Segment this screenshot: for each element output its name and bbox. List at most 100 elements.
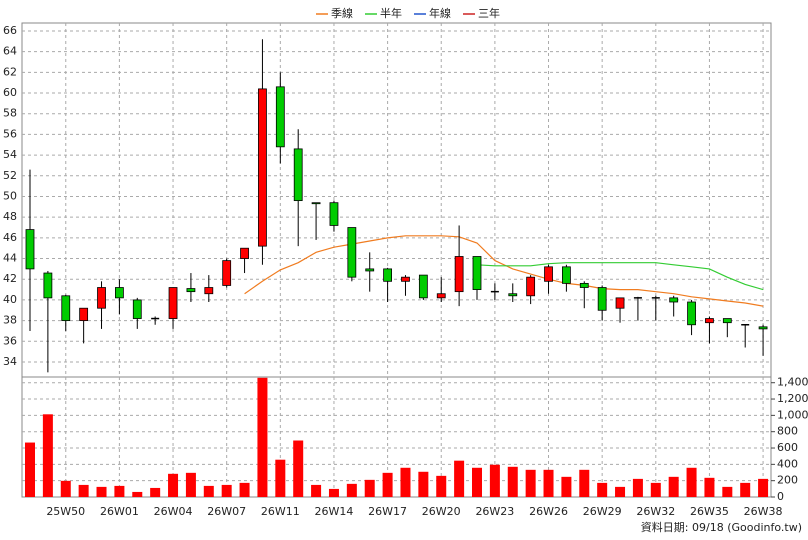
y-tick-label: 800 (777, 425, 798, 438)
x-tick-label: 26W04 (154, 505, 193, 518)
x-tick-label: 26W14 (315, 505, 354, 518)
y-tick-label: 1,400 (777, 376, 808, 389)
candle-body (293, 148, 303, 202)
volume-bar (704, 477, 715, 497)
legend-label: 三年 (478, 6, 500, 20)
candle-body (615, 297, 625, 309)
x-tick-label: 26W38 (744, 505, 783, 518)
volume-bar (239, 482, 250, 497)
y-tick-label: 50 (3, 189, 17, 202)
volume-bar (96, 486, 107, 497)
candle-body (472, 256, 482, 290)
x-tick-label: 25W50 (46, 505, 85, 518)
y-tick-label: 60 (3, 86, 17, 99)
candle-body (79, 307, 89, 322)
candle-body (401, 276, 410, 282)
candle-body (383, 268, 393, 282)
candle-body (669, 297, 679, 303)
volume-bar (418, 471, 429, 497)
volume-bar (561, 476, 572, 497)
volume-bar (42, 414, 53, 497)
y-tick-label: 34 (3, 355, 17, 368)
volume-bar (668, 476, 679, 497)
y-tick-label: 600 (777, 441, 798, 454)
candle-body (687, 301, 696, 326)
candle-body (186, 288, 196, 293)
volume-bar (489, 464, 500, 497)
y-tick-label: 1,000 (777, 408, 808, 421)
candle-body (365, 268, 375, 272)
candle-body (311, 202, 321, 205)
volume-bar (311, 484, 322, 497)
volume-bar (758, 478, 769, 497)
candle-body (115, 287, 124, 299)
candle-body (579, 282, 589, 288)
legend-label: 半年 (380, 6, 402, 20)
y-tick-label: 52 (3, 169, 17, 182)
volume-bar (328, 488, 339, 497)
y-tick-label: 44 (3, 252, 17, 265)
volume-bar (579, 469, 590, 497)
volume-bar (114, 485, 125, 497)
volume-bar (185, 472, 196, 497)
y-tick-label: 62 (3, 65, 17, 78)
volume-bar (597, 482, 608, 497)
candle-body (97, 287, 106, 309)
x-tick-label: 26W29 (583, 505, 622, 518)
volume-frame (21, 376, 772, 498)
y-tick-label: 46 (3, 231, 17, 244)
candle-body (347, 227, 357, 278)
volume-bar (78, 484, 89, 497)
candle-body (526, 276, 536, 297)
volume-bar (686, 467, 697, 497)
candle-body (222, 260, 232, 286)
volume-bar (650, 482, 661, 497)
x-tick-label: 26W20 (422, 505, 461, 518)
y-tick-label: 36 (3, 334, 17, 347)
volume-bar (400, 467, 411, 497)
volume-bar (382, 472, 393, 497)
volume-bar (275, 459, 286, 497)
volume-bar (436, 475, 447, 497)
volume-bar (525, 469, 536, 497)
x-tick-label: 26W07 (207, 505, 246, 518)
y-tick-label: 64 (3, 45, 17, 58)
candle-body (204, 287, 214, 295)
candle-body (240, 247, 249, 259)
y-tick-label: 400 (777, 457, 798, 470)
y-tick-label: 0 (777, 490, 784, 503)
y-tick-label: 56 (3, 127, 17, 140)
volume-bar (60, 480, 71, 497)
candle-body (61, 295, 71, 322)
y-tick-label: 200 (777, 474, 798, 487)
volume-bar (454, 460, 465, 497)
candle-body (43, 272, 53, 299)
candle-body (454, 256, 464, 293)
legend-label: 年線 (429, 6, 451, 20)
ma-line (476, 262, 764, 291)
volume-bar (150, 487, 161, 497)
volume-bar (632, 478, 643, 497)
candle-body (275, 86, 285, 148)
x-tick-label: 26W35 (690, 505, 729, 518)
candle-body (258, 88, 267, 247)
y-tick-label: 58 (3, 107, 17, 120)
x-tick-label: 26W11 (261, 505, 300, 518)
y-tick-label: 40 (3, 293, 17, 306)
volume-bar (472, 467, 482, 497)
volume-bar (221, 484, 232, 497)
x-tick-label: 26W17 (368, 505, 407, 518)
source-note: 資料日期: 09/18 (Goodinfo.tw) (641, 520, 802, 534)
volume-bar (543, 469, 554, 497)
x-tick-label: 26W23 (475, 505, 514, 518)
volume-bar (203, 485, 214, 497)
volume-bar (615, 486, 626, 497)
volume-bar (293, 440, 304, 497)
volume-bar (346, 483, 357, 497)
y-tick-label: 54 (3, 148, 17, 161)
x-tick-label: 26W01 (100, 505, 139, 518)
candle-body (418, 274, 428, 299)
legend-label: 季線 (331, 6, 353, 20)
